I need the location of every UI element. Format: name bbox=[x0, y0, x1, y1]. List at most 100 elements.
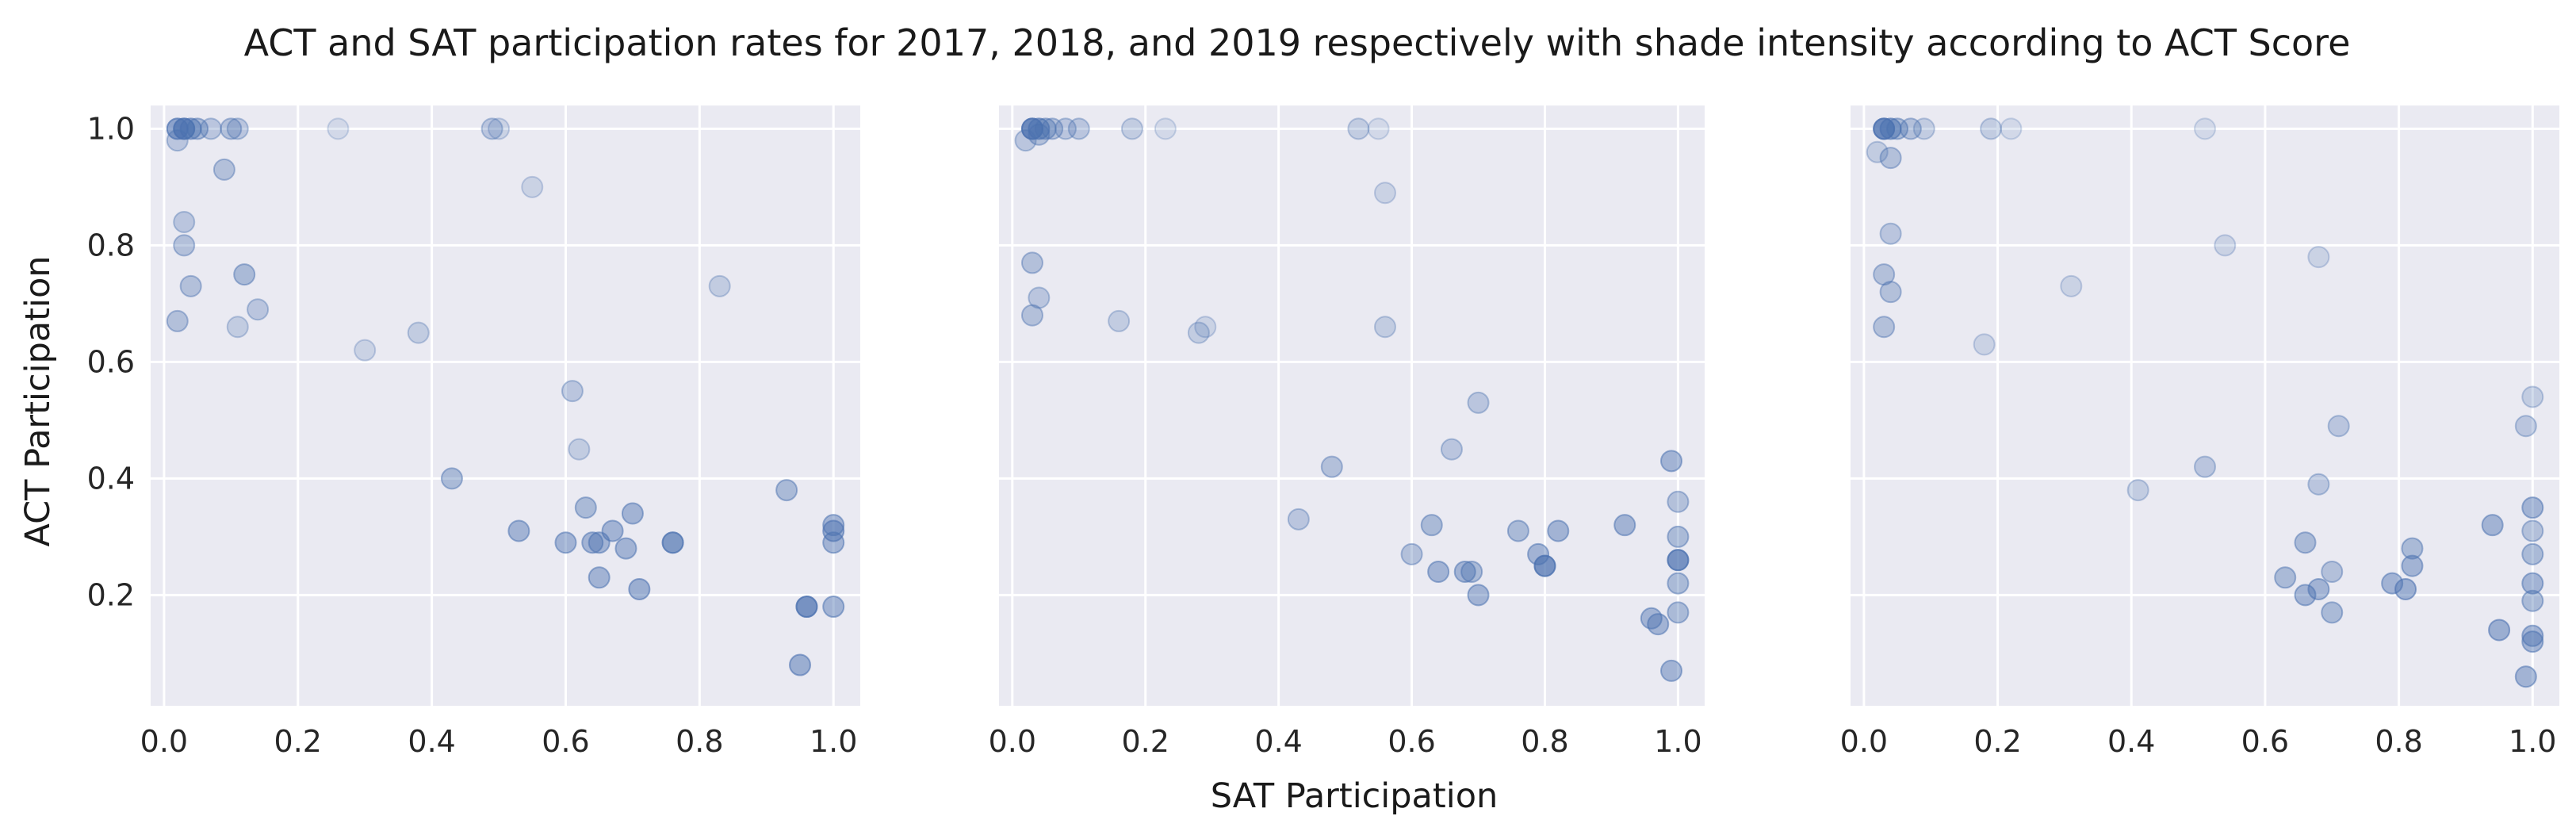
data-point bbox=[822, 519, 845, 542]
chart-title: ACT and SAT participation rates for 2017… bbox=[244, 21, 2351, 64]
data-point bbox=[2307, 578, 2330, 601]
data-point bbox=[166, 309, 189, 332]
data-point bbox=[212, 158, 235, 181]
data-point bbox=[1420, 514, 1443, 537]
data-point bbox=[2060, 274, 2083, 297]
data-point bbox=[199, 117, 222, 140]
data-point bbox=[1660, 450, 1683, 473]
y-tick-label: 0.8 bbox=[87, 228, 135, 262]
data-point bbox=[488, 117, 511, 140]
data-point bbox=[1533, 554, 1556, 577]
data-point bbox=[1020, 251, 1043, 274]
data-point bbox=[407, 321, 430, 344]
scatter-panel-1: 0.0 0.2 0.4 0.6 0.8 1.0 0.2 0.4 0.6 0.8 1.0 bbox=[87, 105, 860, 759]
data-point bbox=[1866, 140, 1889, 163]
data-point bbox=[2521, 496, 2544, 519]
data-point bbox=[1667, 549, 1690, 572]
data-point bbox=[1980, 117, 2003, 140]
y-tick-label: 1.0 bbox=[87, 111, 135, 146]
data-point bbox=[2000, 117, 2023, 140]
data-point bbox=[354, 339, 377, 362]
data-point bbox=[186, 117, 209, 140]
x-tick-label: 0.2 bbox=[1973, 724, 2021, 759]
data-point bbox=[795, 596, 818, 619]
data-point bbox=[1453, 560, 1476, 583]
data-point bbox=[2394, 578, 2417, 601]
data-point bbox=[1041, 117, 1064, 140]
data-point bbox=[2481, 514, 2504, 537]
data-point bbox=[1400, 542, 1423, 565]
data-point bbox=[2321, 560, 2344, 583]
data-point bbox=[1347, 117, 1370, 140]
data-point bbox=[1014, 129, 1037, 152]
data-point bbox=[440, 467, 463, 490]
scatter-panel-3: 0.0 0.2 0.4 0.6 0.8 1.0 bbox=[1840, 105, 2559, 759]
data-point bbox=[1879, 281, 1902, 304]
data-point bbox=[2126, 479, 2149, 502]
data-point bbox=[1187, 321, 1210, 344]
x-tick-label: 0.6 bbox=[2241, 724, 2289, 759]
data-point bbox=[233, 263, 256, 286]
data-point bbox=[1154, 117, 1177, 140]
data-point bbox=[1020, 304, 1043, 327]
data-point bbox=[2327, 415, 2350, 438]
data-point bbox=[226, 117, 249, 140]
x-tick-label: 0.0 bbox=[140, 724, 188, 759]
data-point bbox=[2401, 554, 2424, 577]
data-point bbox=[1067, 117, 1090, 140]
data-point bbox=[1287, 508, 1310, 531]
data-point bbox=[2307, 246, 2330, 269]
data-point bbox=[1054, 117, 1077, 140]
data-point bbox=[789, 653, 812, 676]
data-point bbox=[2214, 234, 2237, 257]
data-point bbox=[661, 531, 684, 554]
panels: 0.0 0.2 0.4 0.6 0.8 1.00.20.40.60.81.00.0 0.2 0… bbox=[87, 105, 2559, 759]
data-point bbox=[1873, 316, 1896, 339]
data-point bbox=[561, 380, 584, 403]
x-tick-label: 0.4 bbox=[1254, 724, 1302, 759]
data-point bbox=[1320, 455, 1343, 478]
y-tick-label: 0.6 bbox=[87, 344, 135, 379]
data-point bbox=[1879, 147, 1902, 170]
data-point bbox=[1667, 525, 1690, 548]
data-point bbox=[2321, 601, 2344, 624]
data-point bbox=[1873, 263, 1896, 286]
data-point bbox=[1028, 123, 1051, 146]
data-point bbox=[173, 234, 196, 257]
data-point bbox=[2521, 589, 2544, 612]
data-point bbox=[2307, 473, 2330, 496]
data-point bbox=[554, 531, 577, 554]
data-point bbox=[1912, 117, 1935, 140]
data-point bbox=[614, 537, 637, 560]
data-point bbox=[708, 274, 731, 297]
x-tick-label: 0.6 bbox=[542, 724, 589, 759]
data-point bbox=[822, 596, 845, 619]
data-point bbox=[1028, 286, 1051, 309]
x-tick-label: 1.0 bbox=[2509, 724, 2556, 759]
x-tick-label: 0.6 bbox=[1388, 724, 1435, 759]
y-tick-label: 0.4 bbox=[87, 461, 135, 496]
data-point bbox=[1899, 117, 1922, 140]
data-point bbox=[1034, 117, 1057, 140]
data-point bbox=[1440, 438, 1463, 461]
plot-area bbox=[999, 105, 1705, 706]
data-point bbox=[1427, 560, 1450, 583]
data-point bbox=[1373, 316, 1396, 339]
data-point bbox=[521, 175, 544, 198]
data-point bbox=[1667, 490, 1690, 513]
data-point bbox=[1194, 316, 1217, 339]
data-point bbox=[1506, 519, 1529, 542]
data-point bbox=[1973, 333, 1996, 356]
data-point bbox=[2194, 455, 2216, 478]
data-point bbox=[2521, 630, 2544, 653]
x-axis-label: SAT Participation bbox=[1211, 776, 1499, 816]
data-point bbox=[2401, 537, 2424, 560]
data-point bbox=[2521, 519, 2544, 542]
x-tick-label: 0.4 bbox=[408, 724, 455, 759]
data-point bbox=[1660, 659, 1683, 682]
data-point bbox=[568, 438, 591, 461]
data-point bbox=[2514, 665, 2537, 688]
data-point bbox=[166, 129, 189, 152]
data-point bbox=[327, 117, 350, 140]
